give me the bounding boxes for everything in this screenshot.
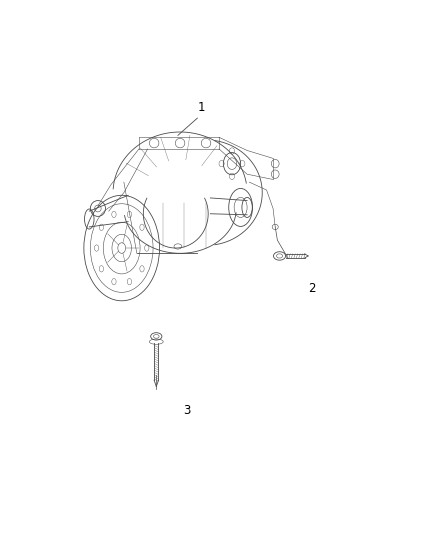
Text: 3: 3 [183, 403, 190, 417]
Text: 2: 2 [308, 282, 316, 295]
Text: 1: 1 [198, 101, 205, 114]
